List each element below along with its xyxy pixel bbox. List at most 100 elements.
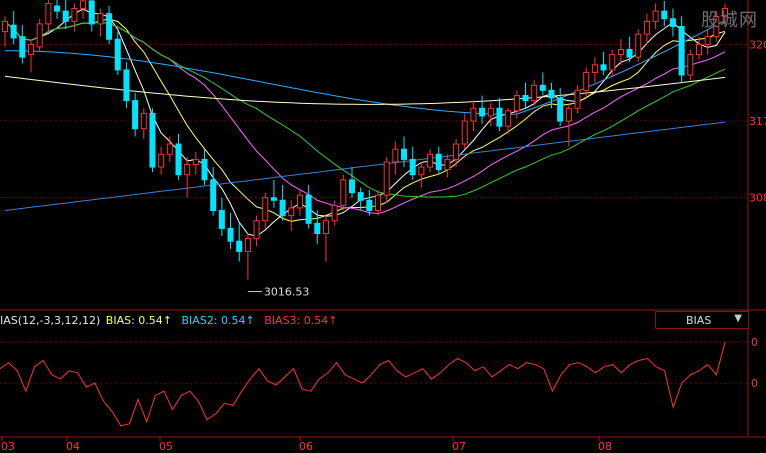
indicator-legend: IAS(12,-3,3,12,12) BIAS: 0.54↑ BIAS2: 0.… [0,314,337,327]
bias-grid [0,341,748,384]
candle-body [97,13,104,25]
candle-body [114,38,121,71]
candle-body [210,179,217,212]
ma5-line [4,8,726,237]
candle-body [314,222,321,235]
candle-body [461,120,468,145]
candle-body [643,20,650,35]
bias-value: 0.54↑ [138,314,173,327]
candle-body [288,207,295,217]
bias-line-series [0,342,726,427]
candle-body [236,240,243,252]
candle-body [444,158,451,171]
bias-line [0,342,726,427]
price-tick-label: 317 [749,115,766,128]
candle-body [10,24,17,39]
candle-body [557,97,564,122]
candle-body [704,36,711,45]
indicator-select-value: BIAS [686,314,712,327]
candle-body [28,43,35,56]
candle-body [244,238,251,252]
candle-body [123,69,130,102]
candle-body [2,20,8,33]
candle-body [296,194,303,209]
candle-body [539,84,546,91]
candle-body [687,54,694,76]
candle-body [322,220,329,235]
candle-body [505,110,512,127]
x-tick-label: 07 [452,440,466,453]
candle-body [427,153,434,168]
candle-body [383,161,390,196]
candle-body [71,8,78,22]
candle-body [158,153,165,168]
candle-body [435,153,442,171]
candle-body [453,143,460,160]
candle-body [262,197,269,222]
bias-tick-label: 0 [751,336,758,349]
candle-body [583,71,590,91]
bias2-value: 0.54↑ [221,314,255,327]
candle-body [62,10,69,22]
candle-body [201,158,208,181]
x-tick-label: 03 [1,440,15,453]
ma60-line [4,20,726,116]
candle-body [565,107,572,122]
candle-body [600,64,607,71]
bias3-value: 0.54↑ [303,314,338,327]
main-grid [0,43,766,438]
candle-body [548,89,555,99]
candle-body [218,210,225,229]
candle-body [348,179,355,194]
candle-body [80,0,87,10]
candle-body [270,197,277,201]
chevron-down-icon: ▼ [734,313,742,324]
candle-body [635,33,642,58]
candle-body [722,8,728,17]
bias2-label: BIAS2: [181,314,218,327]
candle-body [470,107,477,122]
x-tick-label: 04 [66,440,80,453]
candle-body [574,89,581,109]
candle-body [661,10,668,20]
candle-body [227,227,234,242]
candle-body [149,112,156,168]
candle-body [166,143,173,155]
candle-body [418,166,425,176]
ma120-line [4,75,726,105]
price-tick-label: 308 [749,192,766,205]
watermark-text: 股城网 [701,10,758,31]
bias-label: BIAS: [105,314,135,327]
candle-body [479,107,486,117]
candle-body [487,107,494,117]
candle-body [45,2,52,25]
ma10-line [4,18,726,222]
candle-body [340,179,347,206]
candle-body [617,48,624,56]
candle-body [531,84,538,102]
candle-body [609,54,616,71]
candle-body [106,13,113,40]
candle-body [331,204,338,222]
low-annotation-label: 3016.53 [264,286,310,299]
ma250-line [4,121,726,211]
candle-body [375,194,382,212]
candle-body [19,36,26,58]
candle-body [652,10,659,22]
candle-body [305,194,312,224]
candle-body [132,100,139,130]
candle-body [626,48,633,58]
candle-body [678,25,685,76]
indicator-select[interactable]: BIAS ▼ [655,311,749,329]
candle-body [522,94,529,102]
candle-body [54,5,61,12]
candle-body [88,0,95,25]
candle-body [184,164,191,176]
candle-body [409,158,416,176]
bias3-label: BIAS3: [264,314,301,327]
candle-body [669,18,676,27]
candle-body [192,158,199,166]
candlestick-series: 3016.53 [2,0,728,299]
